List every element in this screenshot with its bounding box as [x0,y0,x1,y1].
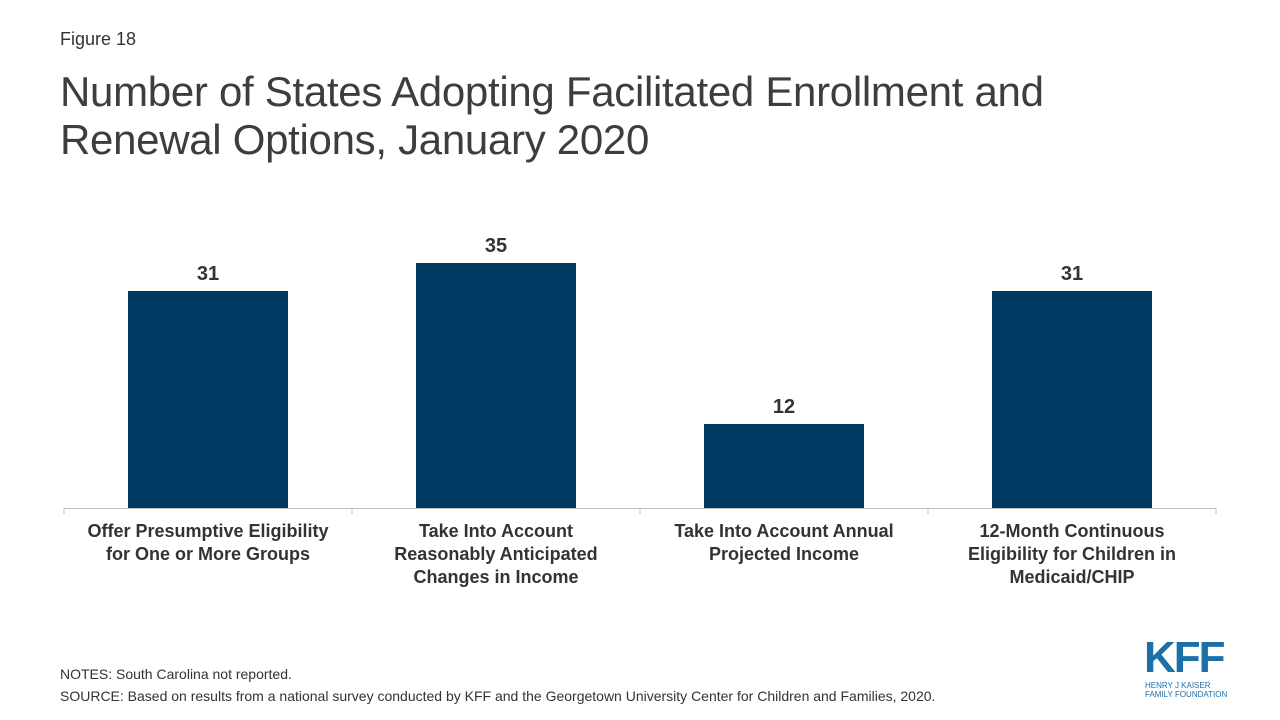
source-text: SOURCE: Based on results from a national… [60,688,936,704]
logo-mark: KFF [1144,633,1226,682]
bars-group [128,263,1152,508]
logo-line-1: HENRY J KAISER [1145,681,1211,690]
x-axis [63,508,1217,514]
bar-value-label: 12 [773,396,795,418]
kff-logo: KFF HENRY J KAISER FAMILY FOUNDATION [1144,633,1236,700]
category-label-line: Changes in Income [413,567,578,587]
bar-value-label: 31 [1061,263,1083,285]
category-label: Offer Presumptive Eligibility for One or … [87,521,328,564]
figure-label: Figure 18 [60,29,137,49]
bar-value-label: 31 [197,263,219,285]
value-labels-group: 31 35 12 31 [197,235,1083,418]
category-label: 12-Month Continuous Eligibility for Child… [968,521,1176,587]
category-labels-group: Offer Presumptive Eligibility for One or … [87,521,1176,587]
category-label-line: Eligibility for Children in [968,544,1176,564]
category-label-line: Medicaid/CHIP [1009,567,1134,587]
category-label-line: Offer Presumptive Eligibility [87,521,328,541]
category-label-line: 12-Month Continuous [980,521,1165,541]
chart-title: Number of States Adopting Facilitated En… [60,68,1044,163]
category-label: Take Into Account Reasonably Anticipated C… [394,521,597,587]
logo-line-2: FAMILY FOUNDATION [1145,690,1228,699]
category-label-line: Take Into Account Annual [674,521,893,541]
notes-text: NOTES: South Carolina not reported. [60,666,292,682]
bar [992,291,1152,508]
category-label-line: Take Into Account [419,521,573,541]
bar [704,424,864,508]
footnotes: NOTES: South Carolina not reported. SOUR… [60,663,935,707]
bar [416,263,576,508]
logo-subtitle: HENRY J KAISER FAMILY FOUNDATION [1145,681,1227,699]
bar-value-label: 35 [485,235,507,257]
category-label-line: for One or More Groups [106,544,310,564]
category-label-line: Projected Income [709,544,859,564]
category-label: Take Into Account Annual Projected Income [674,521,893,564]
bar [128,291,288,508]
category-label-line: Reasonably Anticipated [394,544,597,564]
